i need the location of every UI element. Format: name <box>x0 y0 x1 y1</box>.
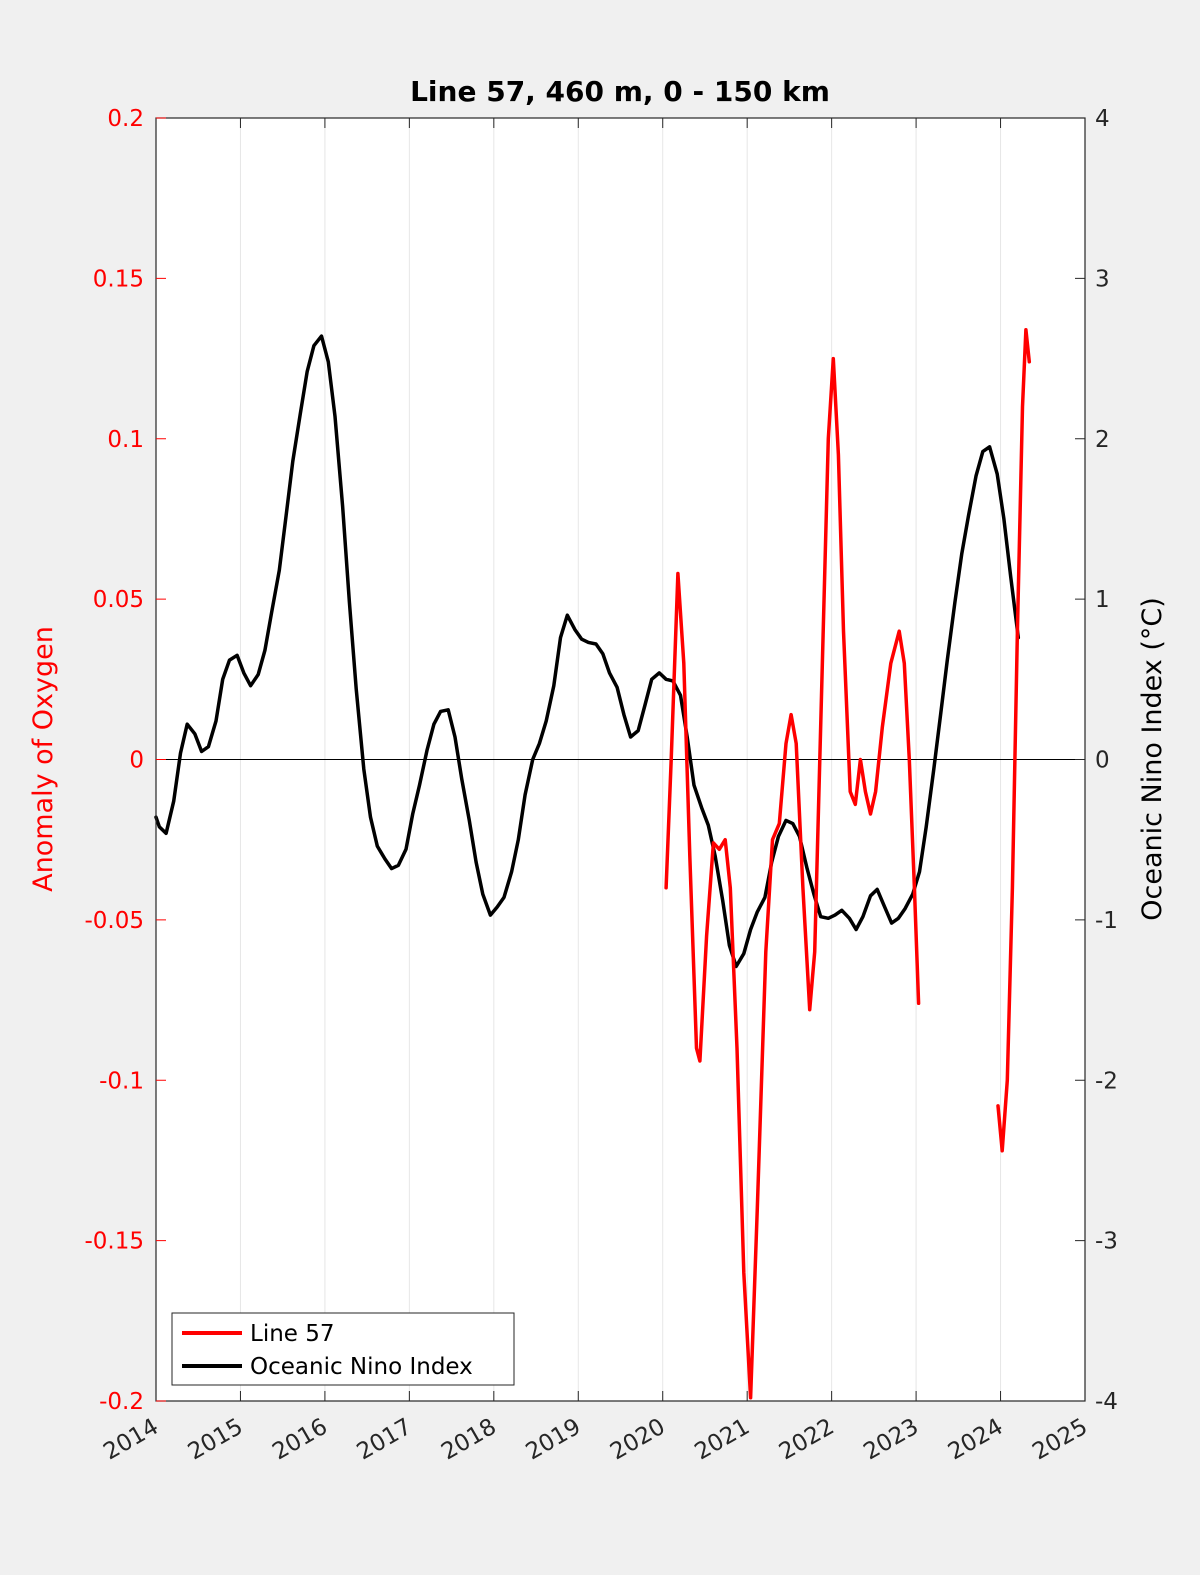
left-y-tick-label: -0.15 <box>84 1229 144 1255</box>
right-y-tick-label: -3 <box>1095 1229 1118 1255</box>
left-y-tick-label: 0 <box>129 748 144 774</box>
legend-label-line-57: Line 57 <box>250 1321 335 1347</box>
legend-label-oni: Oceanic Nino Index <box>250 1354 473 1380</box>
line-57-segment-2 <box>996 327 1032 1153</box>
legend-box <box>171 1312 515 1386</box>
right-y-axis: -4 -3 -2 -1 0 1 2 3 4 <box>1075 106 1118 1415</box>
right-y-tick-label: -2 <box>1095 1068 1118 1094</box>
left-y-tick-label: 0.1 <box>107 427 144 453</box>
right-y-tick-label: -1 <box>1095 908 1118 934</box>
left-y-axis-label: Anomaly of Oxygen <box>28 626 59 892</box>
right-y-tick-label: 0 <box>1095 748 1110 774</box>
right-y-tick-label: -4 <box>1095 1389 1118 1415</box>
right-y-tick-label: 4 <box>1095 106 1110 132</box>
left-y-axis: -0.2 -0.15 -0.1 -0.05 0 0.05 0.1 0.15 0.2 <box>84 106 166 1415</box>
left-y-tick-label: 0.15 <box>93 266 144 292</box>
right-y-tick-label: 3 <box>1095 266 1110 292</box>
legend: Line 57 Oceanic Nino Index <box>171 1312 515 1386</box>
oni-line <box>154 334 1021 969</box>
chart-title: Line 57, 460 m, 0 - 150 km <box>410 75 830 108</box>
right-y-tick-label: 2 <box>1095 427 1110 453</box>
left-y-tick-label: -0.2 <box>99 1389 144 1415</box>
left-y-tick-label: -0.05 <box>84 908 144 934</box>
left-y-tick-label: 0.2 <box>107 106 144 132</box>
series-layer <box>154 327 1032 1400</box>
right-y-tick-label: 1 <box>1095 587 1110 613</box>
left-y-tick-label: 0.05 <box>93 587 144 613</box>
line-57-segment-1 <box>664 356 921 1400</box>
left-y-tick-label: -0.1 <box>99 1068 144 1094</box>
right-y-axis-label: Oceanic Nino Index (°C) <box>1137 597 1168 921</box>
